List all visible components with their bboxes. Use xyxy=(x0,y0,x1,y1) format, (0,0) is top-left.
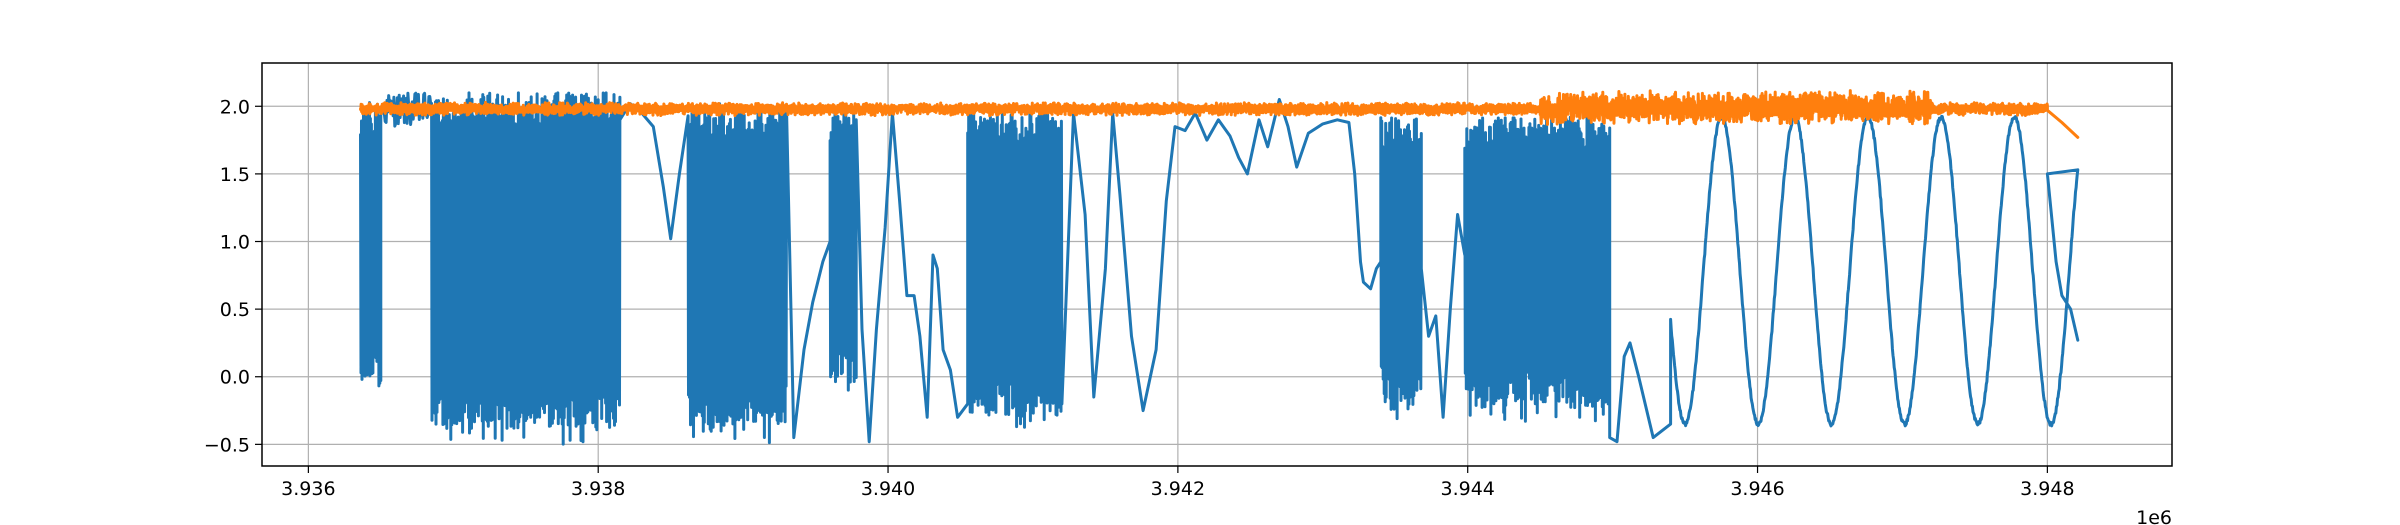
y-tick-label: 0.0 xyxy=(220,367,250,389)
tick-marks xyxy=(255,105,2048,473)
y-tick-label: 1.0 xyxy=(220,232,250,254)
x-tick-label: 3.946 xyxy=(1730,478,1784,500)
axes-frame xyxy=(261,62,2173,467)
y-tick-label: 2.0 xyxy=(220,96,250,118)
x-tick-label: 3.948 xyxy=(2020,478,2074,500)
tick-labels: 3.936 3.938 3.940 3.942 3.944 3.946 3.948 −0.5 0… xyxy=(204,96,2075,500)
x-axis-offset-label: 1e6 xyxy=(2136,507,2172,525)
x-tick-label: 3.938 xyxy=(571,478,625,500)
series_1-line xyxy=(359,91,2080,446)
y-tick-label: 0.5 xyxy=(220,299,250,321)
x-tick-label: 3.942 xyxy=(1151,478,1205,500)
y-tick-label: 1.5 xyxy=(220,164,250,186)
x-tick-label: 3.940 xyxy=(861,478,915,500)
y-tick-label: −0.5 xyxy=(204,434,250,456)
x-tick-label: 3.944 xyxy=(1441,478,1495,500)
x-tick-label: 3.936 xyxy=(281,478,335,500)
data-series xyxy=(359,89,2080,446)
series_2-line xyxy=(359,89,2080,139)
